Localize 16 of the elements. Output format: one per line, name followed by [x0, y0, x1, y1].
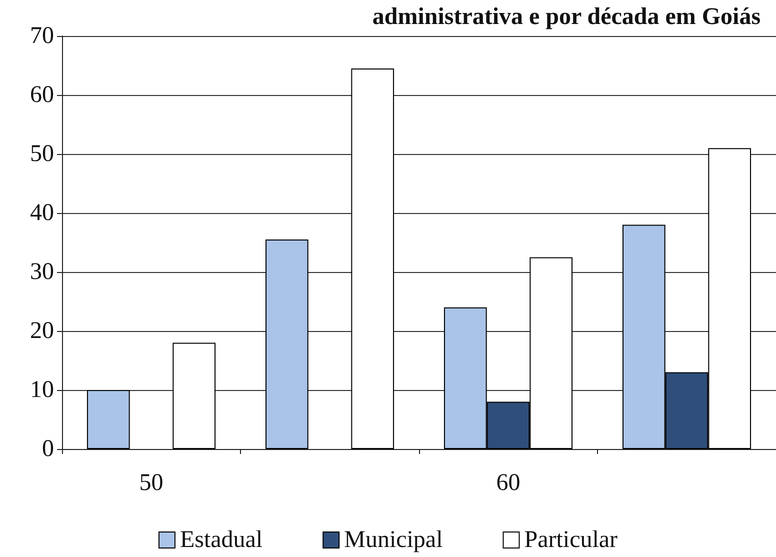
y-tick-label: 10 [30, 377, 54, 403]
bar [351, 68, 394, 449]
y-tick-label: 30 [30, 259, 54, 285]
legend-label: Municipal [344, 527, 444, 553]
bar [172, 342, 216, 449]
chart-title: administrativa e por década em Goiás [372, 4, 761, 30]
y-tick-label: 50 [30, 141, 54, 167]
y-tick-label: 60 [30, 82, 54, 108]
bar [265, 240, 308, 449]
y-tick-label: 0 [42, 436, 54, 462]
bar [86, 390, 130, 449]
y-tick-label: 70 [30, 23, 54, 49]
legend-label: Estadual [180, 527, 263, 553]
legend-label: Particular [524, 527, 618, 553]
y-tick-label: 20 [30, 318, 54, 344]
y-tick-label: 40 [30, 200, 54, 226]
